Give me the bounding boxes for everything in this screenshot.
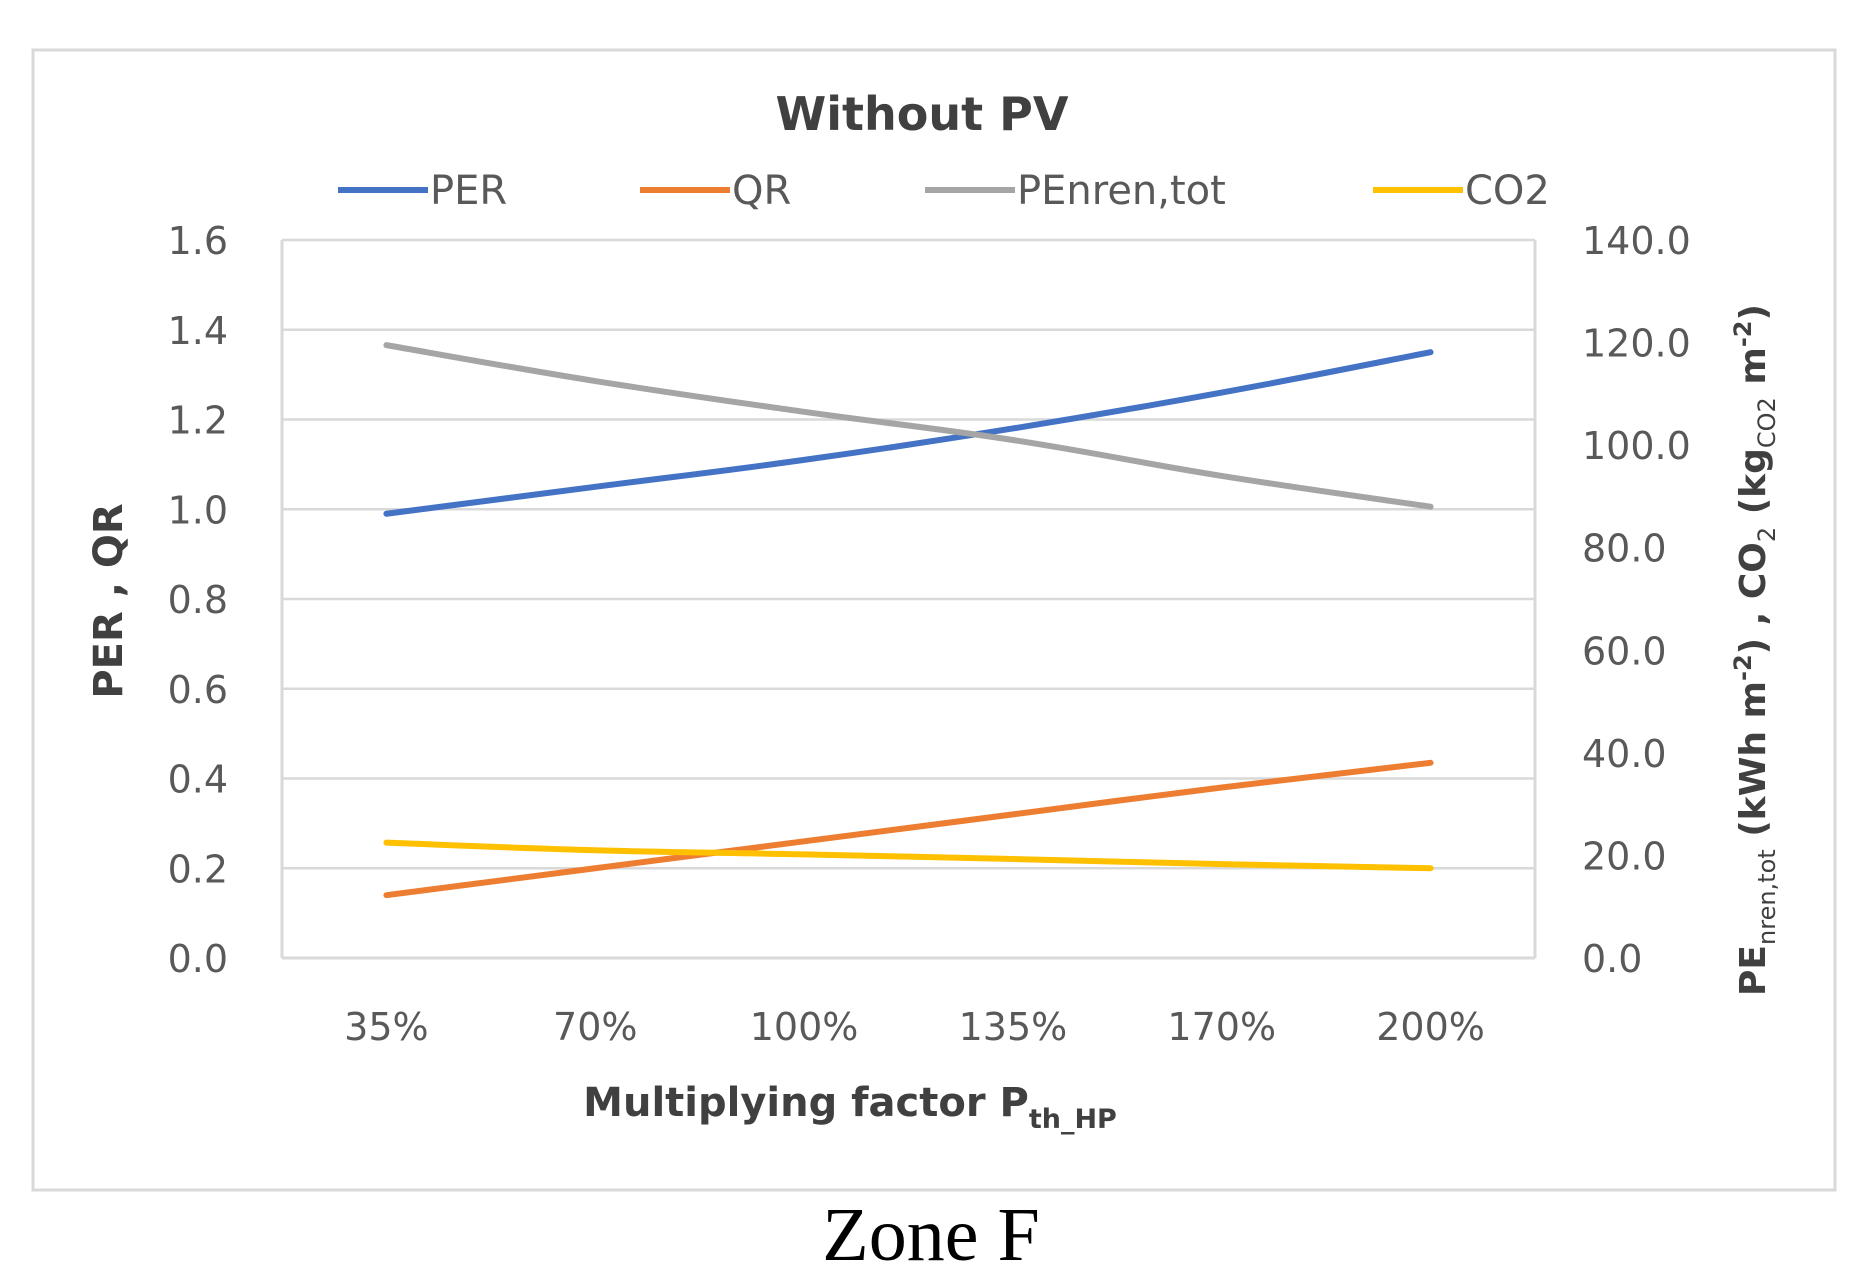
- x-tick-label: 70%: [553, 1005, 637, 1049]
- legend-label-penren-tot: PEnren,tot: [1017, 168, 1226, 214]
- series-lines: [383, 342, 1434, 899]
- y-tick-label: 1.2: [168, 399, 228, 443]
- y2-label-sub: CO2: [1753, 397, 1781, 448]
- y-axis-label: PER , QR: [86, 503, 132, 698]
- x-axis-label-main: Multiplying factor P: [583, 1080, 1029, 1126]
- x-tick-label: 35%: [344, 1005, 428, 1049]
- x-tick-label: 200%: [1376, 1005, 1485, 1049]
- y-tick-label: 0.0: [168, 937, 228, 981]
- y2-label-part: (kg: [1733, 448, 1774, 527]
- x-tick-label: 135%: [959, 1005, 1068, 1049]
- y2-label-part: (kWh m: [1733, 681, 1774, 849]
- y2-tick-label: 100.0: [1582, 424, 1691, 468]
- chart-frame: [31, 48, 1837, 1192]
- y2-tick-label: 80.0: [1582, 527, 1667, 571]
- y-tick-label: 0.2: [168, 847, 228, 891]
- y-tick-label: 1.4: [168, 309, 228, 353]
- y-tick-label: 1.6: [168, 219, 228, 263]
- x-tick-label: 100%: [750, 1005, 859, 1049]
- y2-label-part: m: [1733, 347, 1774, 397]
- x-axis-label-sub: th_HP: [1029, 1104, 1117, 1135]
- y2-label-part: ): [1733, 304, 1774, 320]
- series-line-co2: [383, 839, 1434, 872]
- y-tick-label: 0.8: [168, 578, 228, 622]
- y2-label-part: PE: [1733, 945, 1774, 996]
- y2-tick-label: 140.0: [1582, 219, 1691, 263]
- y2-axis-label: PEnren,tot (kWh m-2) , CO2 (kgCO2 m-2): [1729, 304, 1781, 996]
- legend-label-per: PER: [430, 168, 507, 214]
- y2-label-sub: 2: [1753, 527, 1781, 542]
- gridlines: [282, 238, 1535, 870]
- y2-tick-label: 120.0: [1582, 322, 1691, 366]
- y2-tick-label: 60.0: [1582, 629, 1667, 673]
- y2-tick-label: 0.0: [1582, 937, 1642, 981]
- axes: [280, 240, 1537, 960]
- series-line-penren-tot: [383, 342, 1434, 510]
- tick-labels: 0.0 0.2 0.4 0.6 0.8 1.0 1.2 1.4 1.6 0.0 20.0 40.0 60…: [168, 219, 1691, 1049]
- series-line-per: [383, 349, 1434, 517]
- series-line-qr: [383, 759, 1434, 899]
- x-axis-label: Multiplying factor Pth_HP: [583, 1080, 1117, 1135]
- figure-caption: Zone F: [822, 1193, 1040, 1277]
- legend-label-co2: CO2: [1465, 168, 1550, 214]
- y-tick-label: 0.6: [168, 668, 228, 712]
- chart-title: Without PV: [776, 87, 1069, 141]
- y-tick-label: 1.0: [168, 488, 228, 532]
- y2-tick-label: 20.0: [1582, 834, 1667, 878]
- legend-label-qr: QR: [732, 168, 791, 214]
- y2-label-part: ) , CO: [1733, 542, 1774, 654]
- x-tick-label: 170%: [1167, 1005, 1276, 1049]
- legend: PER QR PEnren,tot CO2: [338, 168, 1550, 214]
- y2-tick-label: 40.0: [1582, 732, 1667, 776]
- y2-label-sup: -2: [1729, 320, 1757, 347]
- y2-label-sub: nren,tot: [1753, 849, 1781, 945]
- y-tick-label: 0.4: [168, 758, 228, 802]
- y2-label-sup: -2: [1729, 654, 1757, 681]
